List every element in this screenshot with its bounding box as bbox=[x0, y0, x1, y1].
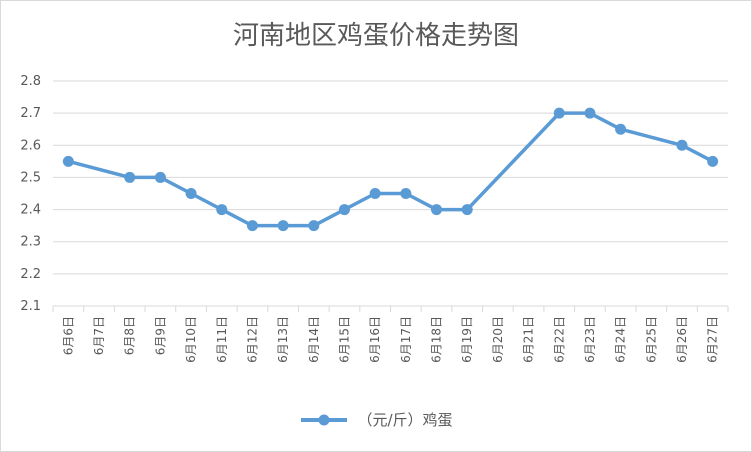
x-tick-label: 6月6日 bbox=[61, 316, 75, 355]
x-tick-label: 6月14日 bbox=[307, 316, 321, 363]
data-point bbox=[154, 171, 166, 183]
data-point bbox=[62, 155, 74, 167]
x-tick-label: 6月13日 bbox=[276, 316, 290, 363]
data-point bbox=[338, 204, 350, 216]
data-point bbox=[185, 188, 197, 199]
y-tick-label: 2.8 bbox=[20, 74, 41, 89]
data-point bbox=[615, 123, 627, 135]
x-tick-label: 6月17日 bbox=[399, 316, 413, 363]
data-point bbox=[461, 204, 473, 216]
data-point bbox=[676, 139, 688, 151]
x-tick-label: 6月20日 bbox=[491, 316, 505, 363]
y-tick-label: 2.4 bbox=[20, 203, 41, 218]
data-point bbox=[369, 188, 381, 199]
data-point bbox=[246, 220, 258, 232]
x-tick-label: 6月19日 bbox=[460, 316, 474, 363]
data-point bbox=[308, 220, 320, 232]
data-point bbox=[216, 204, 228, 216]
x-tick-label: 6月24日 bbox=[614, 316, 628, 363]
x-tick-label: 6月11日 bbox=[215, 316, 229, 363]
data-point bbox=[707, 155, 719, 167]
x-tick-label: 6月12日 bbox=[245, 316, 259, 363]
legend: （元/斤）鸡蛋 bbox=[1, 409, 751, 430]
x-tick-label: 6月26日 bbox=[675, 316, 689, 363]
data-point bbox=[124, 171, 136, 183]
x-tick-label: 6月16日 bbox=[368, 316, 382, 363]
x-tick-label: 6月8日 bbox=[123, 316, 137, 355]
x-tick-label: 6月9日 bbox=[153, 316, 167, 355]
legend-swatch bbox=[301, 414, 348, 425]
data-point bbox=[584, 107, 596, 119]
y-tick-label: 2.2 bbox=[20, 267, 41, 282]
x-tick-label: 6月7日 bbox=[92, 316, 106, 355]
data-point bbox=[431, 204, 443, 216]
x-tick-label: 6月10日 bbox=[184, 316, 198, 363]
x-tick-label: 6月21日 bbox=[522, 316, 536, 363]
x-tick-label: 6月23日 bbox=[583, 316, 597, 363]
x-tick-label: 6月25日 bbox=[644, 316, 658, 363]
x-tick-label: 6月22日 bbox=[552, 316, 566, 363]
y-tick-label: 2.5 bbox=[20, 170, 41, 185]
data-point bbox=[277, 220, 289, 232]
x-tick-label: 6月18日 bbox=[430, 316, 444, 363]
series-line bbox=[66, 111, 715, 228]
legend-label: （元/斤）鸡蛋 bbox=[357, 411, 453, 429]
data-point bbox=[553, 107, 565, 119]
y-tick-label: 2.6 bbox=[20, 138, 41, 153]
x-tick-label: 6月15日 bbox=[337, 316, 351, 363]
data-point bbox=[400, 188, 412, 199]
y-tick-label: 2.7 bbox=[20, 106, 41, 121]
y-tick-label: 2.1 bbox=[20, 299, 41, 314]
x-tick-label: 6月27日 bbox=[706, 316, 720, 363]
chart-title: 河南地区鸡蛋价格走势图 bbox=[232, 21, 519, 51]
y-tick-label: 2.3 bbox=[20, 235, 41, 250]
